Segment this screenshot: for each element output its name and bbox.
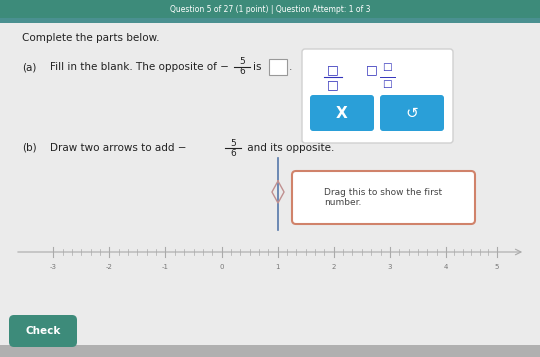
Text: Check: Check: [25, 326, 60, 336]
Text: Drag this to show the first
number.: Drag this to show the first number.: [325, 188, 443, 207]
Text: 4: 4: [444, 264, 448, 270]
Text: -3: -3: [50, 264, 57, 270]
Text: 1: 1: [275, 264, 280, 270]
Text: 3: 3: [388, 264, 392, 270]
Text: (a): (a): [22, 62, 36, 72]
Text: □: □: [327, 79, 339, 91]
Text: .: .: [289, 62, 292, 72]
FancyBboxPatch shape: [292, 171, 475, 224]
FancyBboxPatch shape: [269, 59, 287, 75]
Text: □: □: [382, 62, 392, 72]
FancyBboxPatch shape: [0, 345, 540, 357]
FancyBboxPatch shape: [302, 49, 453, 143]
Text: □: □: [327, 64, 339, 76]
Text: 5: 5: [239, 57, 245, 66]
Text: (b): (b): [22, 143, 37, 153]
FancyBboxPatch shape: [310, 95, 374, 131]
Text: is: is: [253, 62, 261, 72]
FancyBboxPatch shape: [380, 95, 444, 131]
Text: Complete the parts below.: Complete the parts below.: [22, 33, 159, 43]
Text: Draw two arrows to add −: Draw two arrows to add −: [50, 143, 186, 153]
Text: -1: -1: [162, 264, 169, 270]
Text: 0: 0: [219, 264, 224, 270]
Text: 5: 5: [495, 264, 499, 270]
Text: -2: -2: [106, 264, 113, 270]
Text: 2: 2: [332, 264, 336, 270]
Text: ↺: ↺: [406, 106, 419, 121]
FancyBboxPatch shape: [9, 315, 77, 347]
Text: X: X: [336, 106, 348, 121]
Text: Question 5 of 27 (1 point) | Question Attempt: 1 of 3: Question 5 of 27 (1 point) | Question At…: [170, 5, 370, 14]
Text: 5: 5: [230, 139, 236, 147]
FancyBboxPatch shape: [0, 18, 540, 23]
Text: □: □: [366, 64, 378, 76]
Text: □: □: [382, 79, 392, 89]
Text: Fill in the blank. The opposite of −: Fill in the blank. The opposite of −: [50, 62, 229, 72]
Text: 6: 6: [239, 67, 245, 76]
FancyBboxPatch shape: [0, 23, 540, 345]
Text: 6: 6: [230, 149, 236, 157]
FancyBboxPatch shape: [0, 0, 540, 18]
Text: and its opposite.: and its opposite.: [244, 143, 334, 153]
